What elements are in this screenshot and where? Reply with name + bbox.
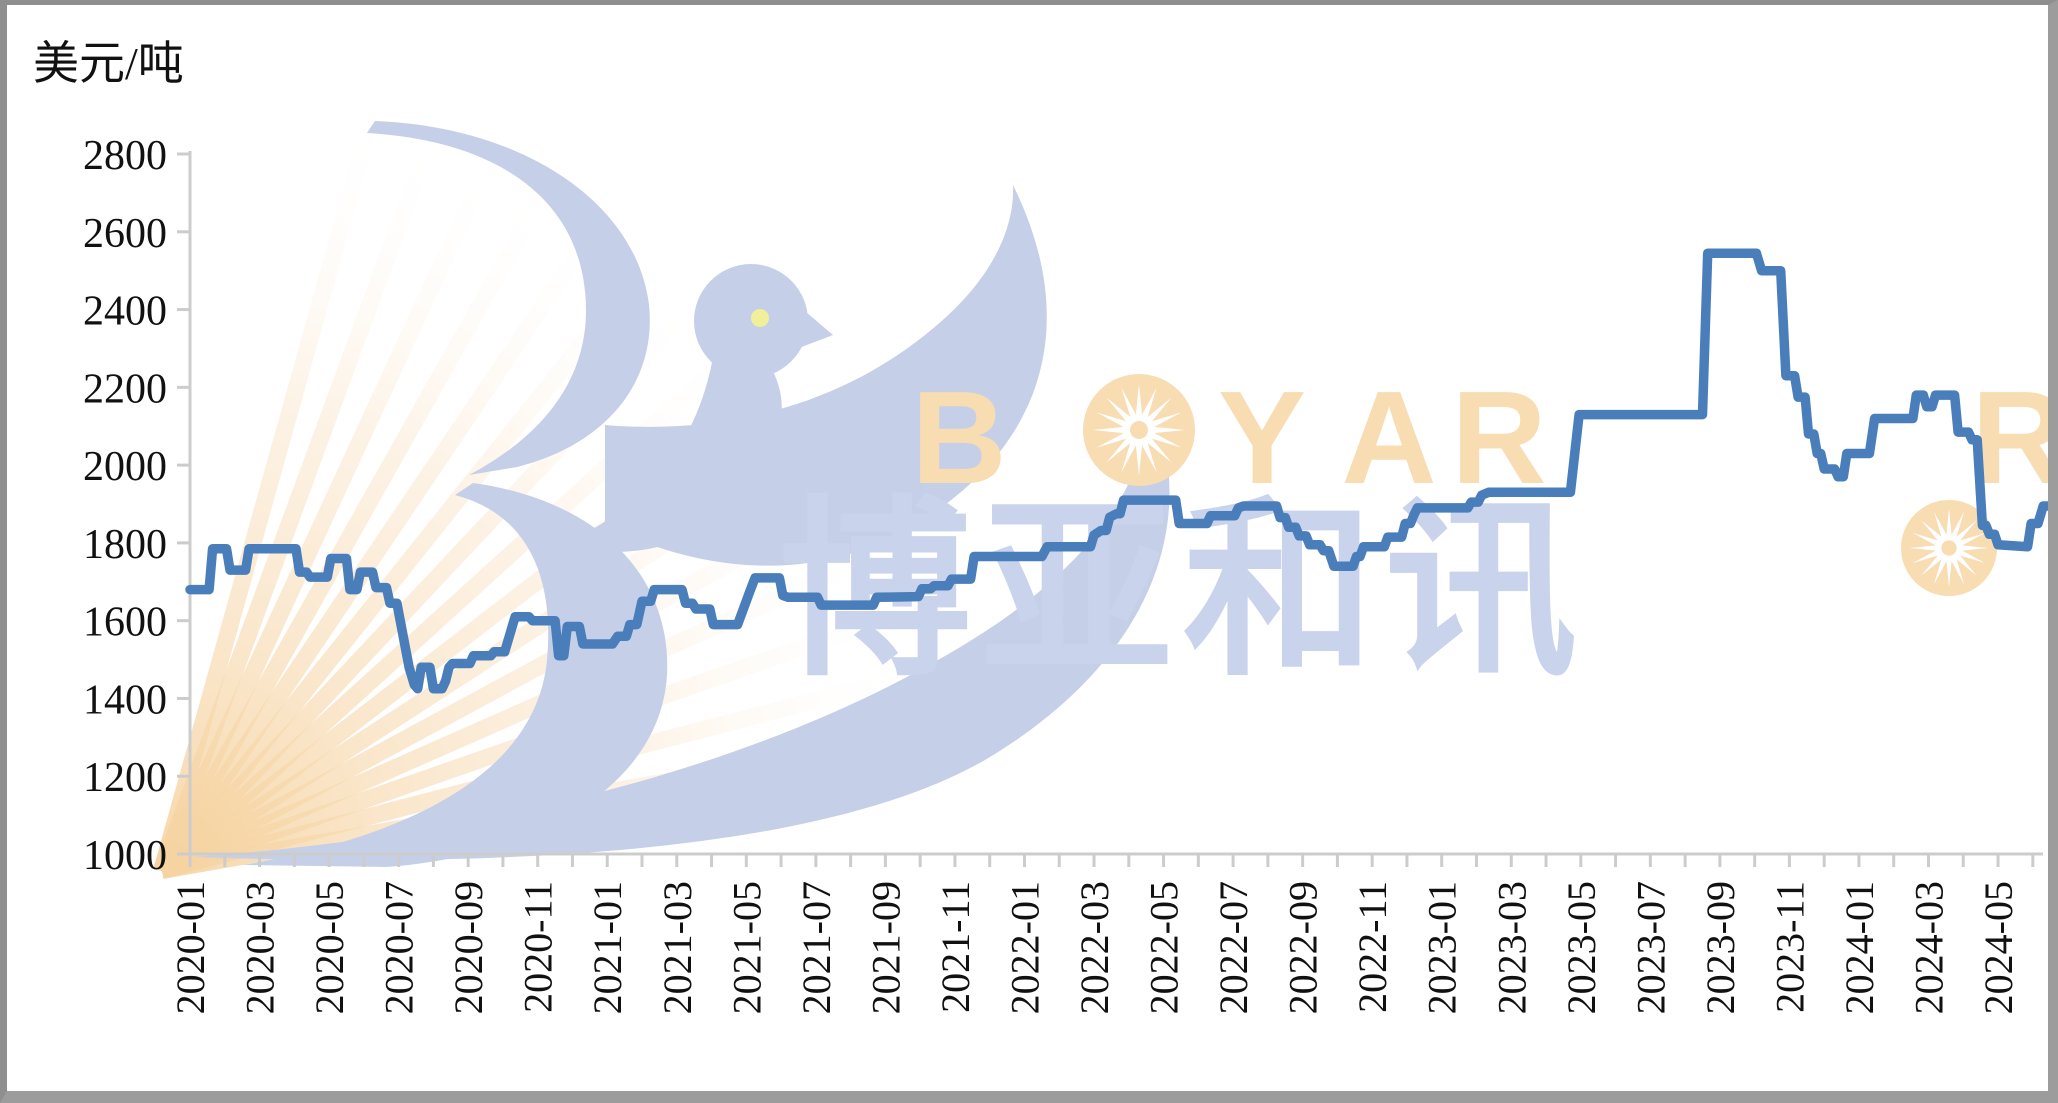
x-tick-label: 2021-09 (863, 881, 908, 1014)
price-line-series (185, 248, 2048, 694)
x-tick-label: 2020-03 (238, 881, 283, 1014)
axes: 2800 2600 2400 2200 2000 1800 1600 1400 1200 1000… (83, 133, 2043, 1014)
x-tick-label: 2023-01 (1420, 881, 1465, 1014)
y-tick-label: 1600 (83, 600, 167, 646)
x-tick-label: 2021-01 (585, 881, 630, 1014)
bird-lower-wing-sweep (193, 390, 1170, 861)
y-tick-label: 2400 (83, 289, 167, 335)
x-tick-label: 2023-03 (1489, 881, 1534, 1014)
watermark-stripe (157, 487, 861, 879)
boyar-text-watermark: BYARR (911, 364, 2048, 596)
x-tick-label: 2021-05 (724, 881, 769, 1014)
x-tick-label: 2024-03 (1907, 881, 1952, 1014)
x-tick-label: 2022-09 (1281, 881, 1326, 1014)
y-tick-label: 2800 (83, 133, 167, 179)
watermark-stripe (153, 107, 383, 874)
bird-upper-wing-swoosh (605, 185, 1047, 566)
watermark-stripe (154, 178, 557, 875)
boyar-right-edge-sunburst (1901, 500, 1997, 596)
watermark-stripe (153, 126, 443, 874)
x-tick-label: 2024-05 (1976, 881, 2021, 1014)
y-tick-label: 2200 (83, 366, 167, 412)
boyahexun-cn-watermark: 博亚和讯 (779, 483, 1587, 698)
x-tick-label: 2022-01 (1002, 881, 1047, 1014)
x-tick-label: 2020-09 (446, 881, 491, 1014)
price-line (185, 248, 2048, 694)
bird-tail-lower-crescent (243, 483, 668, 867)
x-tick-label: 2022-05 (1142, 881, 1187, 1014)
sunburst-center (1941, 540, 1957, 556)
x-tick-label: 2021-03 (655, 881, 700, 1014)
x-tick-label: 2020-01 (168, 881, 213, 1014)
x-tick-label: 2020-11 (516, 881, 561, 1013)
x-tick-label: 2021-07 (794, 881, 839, 1014)
watermark-stripe (153, 150, 501, 875)
watermark-stripe (154, 211, 611, 876)
y-tick-label: 2600 (83, 211, 167, 257)
x-tick-label: 2023-07 (1628, 881, 1673, 1014)
y-tick-label: 1000 (83, 833, 167, 879)
boyar-letter-b: B (911, 364, 1006, 511)
x-tick-label: 2022-07 (1211, 881, 1256, 1014)
y-tick-label: 1400 (83, 677, 167, 723)
boyar-letter-a: A (1341, 364, 1436, 511)
boyar-bird-watermark-logo (193, 121, 1170, 867)
watermark-stripe (158, 543, 889, 879)
bird-beak (791, 301, 833, 351)
y-tick-label: 1200 (83, 755, 167, 801)
boyar-letter-y: Y (1218, 364, 1306, 511)
y-tick-label: 1800 (83, 522, 167, 568)
x-tick-label: 2022-11 (1350, 881, 1395, 1013)
boyar-letter-r: R (1451, 364, 1546, 511)
x-tick-label: 2023-11 (1767, 881, 1812, 1013)
y-tick-label: 2000 (83, 444, 167, 490)
x-tick-label: 2020-05 (307, 881, 352, 1014)
watermark-stripe (154, 247, 662, 876)
y-axis-unit-label: 美元/吨 (33, 38, 184, 89)
watermark-stripe (155, 333, 753, 877)
x-tick-label: 2021-11 (933, 881, 978, 1013)
x-tick-label: 2023-05 (1559, 881, 1604, 1014)
x-tick-label: 2023-09 (1698, 881, 1743, 1014)
bird-eye (751, 309, 769, 327)
bird-tail-upper-crescent (367, 121, 650, 475)
x-tick-label: 2020-07 (377, 881, 422, 1014)
boyar-letter-o-sunburst (1083, 374, 1195, 486)
x-tick-label: 2022-03 (1072, 881, 1117, 1014)
x-tick-label: 2024-01 (1837, 881, 1882, 1014)
bird-head (694, 264, 808, 378)
sunburst-center (1130, 421, 1148, 439)
price-line-chart: BYARR 博亚和讯 28002600240022002000180016001… (33, 38, 2048, 1014)
